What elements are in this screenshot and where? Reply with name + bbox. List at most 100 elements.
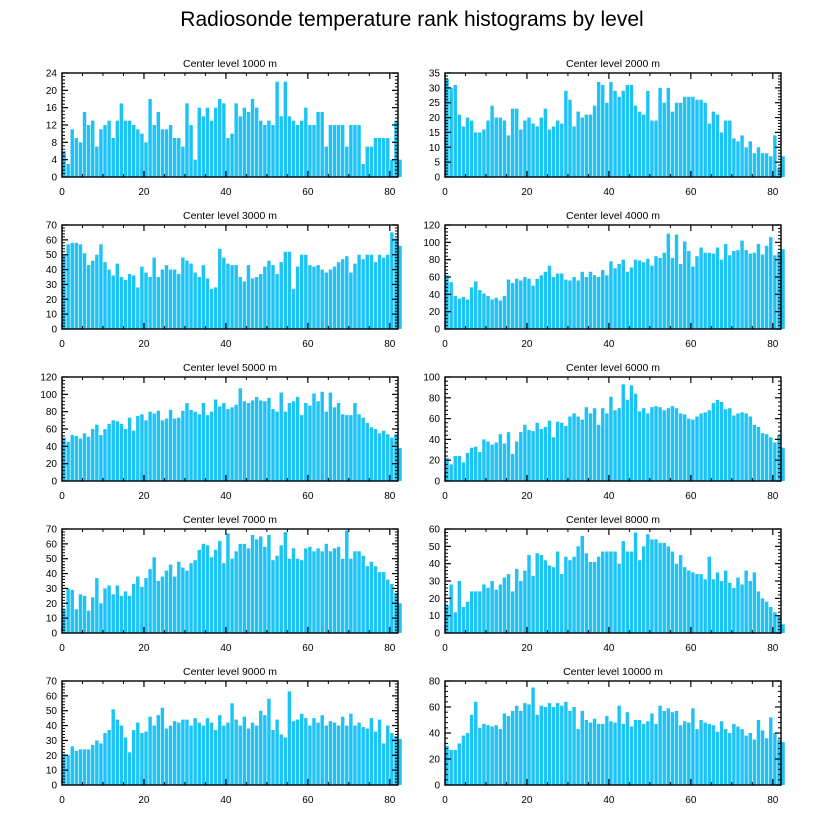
bar [136, 722, 140, 785]
bar [764, 738, 769, 785]
x-tick-label: 80 [384, 795, 396, 806]
bar [62, 753, 66, 785]
x-tick-label: 60 [685, 187, 697, 198]
bar [250, 400, 255, 481]
bar [465, 299, 470, 329]
bar [613, 90, 617, 177]
bar [547, 703, 552, 785]
bar [91, 597, 95, 633]
y-tick-label: 0 [434, 781, 440, 792]
bar [123, 279, 128, 329]
bar [189, 563, 193, 633]
bar [361, 259, 365, 329]
bar [250, 534, 255, 633]
bar [506, 716, 511, 785]
bar [707, 123, 712, 177]
bar [95, 740, 99, 785]
bar [205, 107, 210, 177]
bar [506, 432, 511, 481]
bar [336, 125, 341, 177]
bar [719, 721, 724, 785]
bar [336, 725, 341, 785]
bar [291, 120, 296, 177]
y-tick-label: 120 [40, 373, 57, 384]
bar [576, 729, 580, 785]
x-tick-label: 20 [138, 187, 150, 198]
bar [474, 446, 478, 481]
bar [152, 413, 156, 481]
bar [250, 278, 255, 329]
bar [695, 416, 699, 481]
panel-10: Center level 10000 m 0 20 40 60 80 0 20 40 60 80 [429, 666, 785, 806]
x-tick-label: 60 [302, 339, 314, 350]
bar [642, 546, 646, 633]
bar [691, 96, 695, 177]
y-tick-label: 80 [429, 677, 441, 688]
bar [617, 563, 621, 633]
bar [197, 722, 201, 785]
bar [650, 713, 654, 785]
bar [543, 108, 548, 177]
bar [304, 403, 308, 481]
bar [625, 399, 630, 481]
bar [357, 414, 361, 481]
bar [670, 712, 675, 785]
x-tick-label: 20 [521, 491, 533, 502]
bar [760, 153, 765, 177]
bar [637, 560, 642, 633]
bar [259, 710, 263, 785]
bar [736, 577, 740, 633]
bar [349, 713, 353, 785]
bar [271, 730, 275, 785]
y-tick-label: 50 [429, 542, 441, 553]
bar [345, 146, 349, 177]
bar [695, 729, 699, 785]
bar [353, 263, 357, 329]
bar [254, 107, 259, 177]
bar [336, 403, 341, 481]
bar [168, 725, 173, 785]
bar [308, 125, 312, 177]
bar [299, 254, 304, 329]
bar [678, 555, 683, 633]
bar [324, 411, 329, 481]
bar [637, 720, 642, 785]
bar [748, 581, 752, 633]
bar [494, 589, 498, 633]
bar [711, 253, 716, 329]
y-tick-label: 50 [46, 250, 58, 261]
bar [551, 437, 556, 481]
bar [271, 125, 275, 177]
panel-title: Center level 4000 m [566, 210, 660, 222]
bar [629, 267, 634, 329]
bar [279, 734, 283, 785]
bar [91, 260, 95, 329]
bar [254, 277, 259, 329]
bar [86, 610, 91, 633]
bar [502, 713, 507, 785]
bar [699, 413, 703, 481]
bar [781, 742, 785, 785]
bar [254, 725, 259, 785]
bar [514, 108, 519, 177]
x-tick-label: 0 [442, 643, 448, 654]
bar [576, 416, 580, 481]
bar [222, 103, 226, 177]
bar [201, 403, 206, 481]
bar [156, 277, 161, 329]
bar [336, 262, 341, 329]
bar [662, 542, 666, 633]
bar [242, 107, 247, 177]
bar [91, 744, 95, 785]
y-tick-label: 30 [46, 280, 58, 291]
bar [482, 439, 486, 481]
bar [148, 411, 152, 481]
bar [592, 105, 597, 177]
bar [519, 710, 523, 785]
bar [332, 407, 337, 481]
bar [682, 96, 687, 177]
bar [646, 413, 650, 481]
bar [740, 584, 744, 633]
bar [275, 274, 279, 329]
bar [687, 418, 691, 481]
